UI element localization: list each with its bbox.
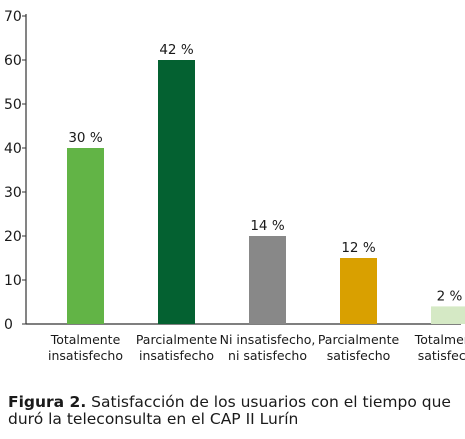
chart-bars	[67, 60, 465, 324]
category-label: insatisfecho	[139, 348, 214, 363]
data-label: 12 %	[341, 240, 375, 256]
category-label: Ni insatisfecho,	[220, 332, 316, 347]
category-label: ni satisfecho	[228, 348, 307, 363]
y-tick-label: 60	[4, 53, 22, 69]
bar	[249, 236, 286, 324]
data-label: 2 %	[437, 288, 463, 304]
category-label: Parcialmente	[136, 332, 218, 347]
y-tick-label: 40	[4, 141, 22, 157]
y-tick-label: 0	[4, 317, 13, 333]
data-label: 42 %	[159, 42, 193, 58]
category-label: Parcialmente	[318, 332, 400, 347]
y-tick-label: 50	[4, 97, 22, 113]
category-label: Totalmente	[50, 332, 121, 347]
bar	[340, 258, 377, 324]
y-tick-label: 20	[4, 229, 22, 245]
bar	[158, 60, 195, 324]
caption-text: Satisfacción de los usuarios con el tiem…	[8, 393, 451, 428]
data-label: 30 %	[68, 130, 102, 146]
figure-caption: Figura 2. Satisfacción de los usuarios c…	[8, 394, 458, 428]
bar	[431, 306, 465, 324]
category-label: insatisfecho	[48, 348, 123, 363]
y-tick-label: 70	[4, 9, 22, 25]
category-label: satisfecho	[418, 348, 465, 363]
category-label: satisfecho	[327, 348, 391, 363]
y-tick-label: 30	[4, 185, 22, 201]
caption-label: Figura 2.	[8, 393, 87, 411]
y-tick-label: 10	[4, 273, 22, 289]
bar	[67, 148, 104, 324]
data-label: 14 %	[250, 218, 284, 234]
category-label: Totalmente	[414, 332, 465, 347]
